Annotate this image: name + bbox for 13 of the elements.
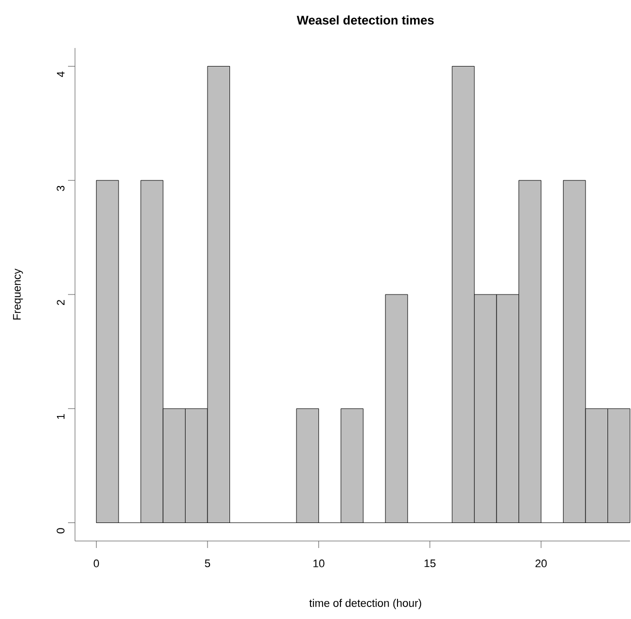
x-tick-label: 20 (536, 560, 547, 568)
y-tick-label: 2 (56, 300, 64, 305)
x-tick-label: 15 (424, 560, 436, 568)
x-tick-label: 5 (204, 560, 210, 568)
y-tick-label: 1 (56, 414, 64, 419)
chart-title: Weasel detection times (296, 15, 434, 25)
y-axis-title: Frequency (13, 268, 23, 320)
y-tick-label: 4 (56, 72, 64, 78)
y-tick-label: 3 (56, 186, 64, 191)
x-tick-label: 0 (94, 560, 99, 568)
x-tick-label: 10 (313, 560, 324, 568)
y-tick-label: 0 (56, 528, 64, 534)
x-axis-title: time of detection (hour) (309, 598, 422, 610)
